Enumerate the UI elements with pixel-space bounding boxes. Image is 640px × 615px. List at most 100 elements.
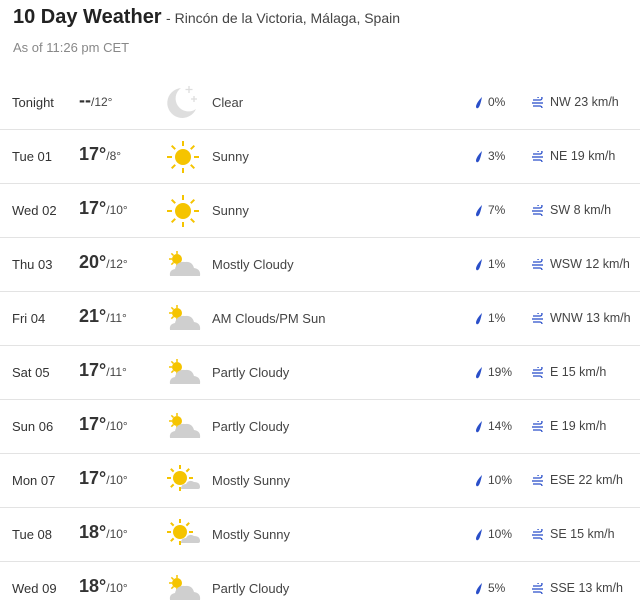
wind: E 15 km/h	[532, 365, 606, 379]
day-label: Sat 05	[12, 365, 50, 380]
low-temp: /10°	[106, 203, 128, 217]
condition-label: Clear	[212, 95, 244, 110]
wind: SSE 13 km/h	[532, 581, 623, 595]
precipitation: 3%	[475, 149, 505, 163]
forecast-row[interactable]: Thu 03 20°/12° Mostly Cloudy 1% WSW 12 k…	[0, 238, 640, 292]
wind: WNW 13 km/h	[532, 311, 631, 325]
day-label: Thu 03	[12, 257, 53, 272]
wind-icon	[532, 259, 543, 271]
mostly-sunny-icon	[164, 462, 202, 500]
forecast-row[interactable]: Fri 04 21°/11° AM Clouds/PM Sun 1% WNW 1…	[0, 292, 640, 346]
precipitation-drop-icon	[476, 258, 482, 271]
temperature: 17°/11°	[79, 360, 127, 381]
wind: ESE 22 km/h	[532, 473, 623, 487]
partly-cloudy-icon	[164, 408, 202, 446]
condition-label: Partly Cloudy	[212, 581, 290, 596]
temperature: 17°/10°	[79, 468, 128, 489]
as-of-timestamp: As of 11:26 pm CET	[13, 40, 130, 55]
precipitation: 14%	[475, 419, 512, 433]
forecast-list: Tonight --/12° Clear 0% NW 23 km/h Tue 01…	[0, 76, 640, 615]
low-temp: /11°	[106, 365, 127, 379]
condition-label: Partly Cloudy	[212, 419, 290, 434]
precipitation: 0%	[475, 95, 505, 109]
precip-value: 0%	[488, 95, 506, 109]
forecast-row[interactable]: Mon 07 17°/10° Mostly Sunny 10% ESE 22 k…	[0, 454, 640, 508]
wind-icon	[532, 97, 543, 109]
day-label: Wed 02	[12, 203, 57, 218]
wind-value: SE 15 km/h	[550, 527, 615, 541]
precipitation: 10%	[475, 527, 512, 541]
precipitation: 1%	[475, 311, 505, 325]
precip-value: 19%	[488, 365, 513, 379]
temperature: 21°/11°	[79, 306, 127, 327]
high-temp: 20°	[79, 252, 107, 272]
wind-value: WNW 13 km/h	[550, 311, 631, 325]
high-temp: 17°	[79, 360, 107, 380]
temperature: 17°/10°	[79, 198, 128, 219]
condition-label: Partly Cloudy	[212, 365, 290, 380]
day-label: Fri 04	[12, 311, 46, 326]
wind: NE 19 km/h	[532, 149, 615, 163]
forecast-row[interactable]: Wed 09 18°/10° Partly Cloudy 5% SSE 13 k…	[0, 562, 640, 615]
precipitation-drop-icon	[476, 366, 482, 379]
low-temp: /8°	[106, 149, 122, 163]
temperature: 18°/10°	[79, 522, 128, 543]
precipitation-drop-icon	[476, 150, 482, 163]
mostly-sunny-icon	[164, 516, 202, 554]
precipitation: 7%	[475, 203, 505, 217]
precipitation-drop-icon	[476, 582, 482, 595]
condition-label: Mostly Sunny	[212, 527, 291, 542]
sun-icon	[164, 138, 202, 176]
wind: SW 8 km/h	[532, 203, 611, 217]
low-temp: /10°	[106, 581, 128, 595]
precip-value: 1%	[488, 311, 506, 325]
forecast-row[interactable]: Sun 06 17°/10° Partly Cloudy 14% E 19 km…	[0, 400, 640, 454]
wind-icon	[532, 313, 543, 325]
forecast-row[interactable]: Wed 02 17°/10° Sunny 7% SW 8 km/h	[0, 184, 640, 238]
forecast-row[interactable]: Tonight --/12° Clear 0% NW 23 km/h	[0, 76, 640, 130]
precipitation: 5%	[475, 581, 505, 595]
precip-value: 7%	[488, 203, 506, 217]
wind-value: NE 19 km/h	[550, 149, 616, 163]
precipitation-drop-icon	[476, 204, 482, 217]
forecast-row[interactable]: Tue 08 18°/10° Mostly Sunny 10% SE 15 km…	[0, 508, 640, 562]
wind-value: E 15 km/h	[550, 365, 607, 379]
low-temp: /12°	[91, 95, 113, 109]
wind-value: SW 8 km/h	[550, 203, 612, 217]
wind: WSW 12 km/h	[532, 257, 630, 271]
moon-clear-icon	[164, 84, 202, 122]
precipitation: 1%	[475, 257, 505, 271]
precip-value: 14%	[488, 419, 513, 433]
forecast-row[interactable]: Sat 05 17°/11° Partly Cloudy 19% E 15 km…	[0, 346, 640, 400]
forecast-row[interactable]: Tue 01 17°/8° Sunny 3% NE 19 km/h	[0, 130, 640, 184]
wind-icon	[532, 475, 543, 487]
wind-icon	[532, 367, 543, 379]
wind-value: SSE 13 km/h	[550, 581, 623, 595]
wind-icon	[532, 205, 543, 217]
precipitation-drop-icon	[476, 420, 482, 433]
wind-icon	[532, 421, 543, 433]
condition-label: Mostly Cloudy	[212, 257, 294, 272]
low-temp: /12°	[106, 257, 128, 271]
day-label: Mon 07	[12, 473, 56, 488]
low-temp: /10°	[106, 473, 128, 487]
wind-icon	[532, 529, 543, 541]
wind-value: E 19 km/h	[550, 419, 607, 433]
condition-label: AM Clouds/PM Sun	[212, 311, 326, 326]
wind: E 19 km/h	[532, 419, 606, 433]
precip-value: 3%	[488, 149, 506, 163]
high-temp: 17°	[79, 468, 107, 488]
low-temp: /10°	[106, 419, 128, 433]
partly-cloudy-icon	[164, 246, 202, 284]
precipitation: 19%	[475, 365, 512, 379]
sun-icon	[164, 192, 202, 230]
wind: NW 23 km/h	[532, 95, 619, 109]
day-label: Tue 01	[12, 149, 52, 164]
page-header: 10 Day Weather - Rincón de la Victoria, …	[13, 6, 400, 29]
wind-icon	[532, 583, 543, 595]
precipitation-drop-icon	[476, 528, 482, 541]
precipitation-drop-icon	[476, 312, 482, 325]
location-label: - Rincón de la Victoria, Málaga, Spain	[166, 10, 401, 26]
temperature: 18°/10°	[79, 576, 128, 597]
high-temp: --	[79, 90, 91, 110]
